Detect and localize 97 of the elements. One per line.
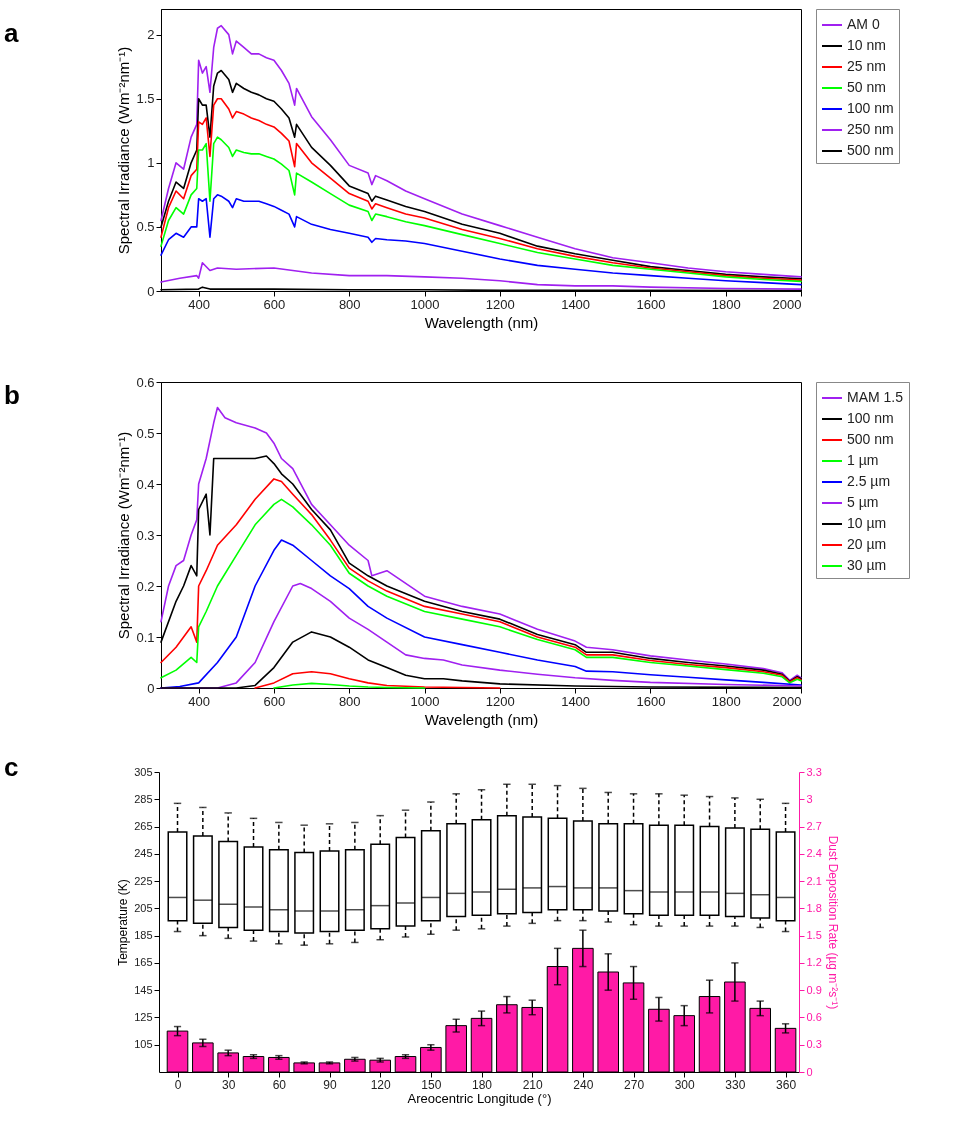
- y-tick-label: 145: [134, 983, 153, 996]
- x-axis-title: Areocentric Longitude (°): [407, 1090, 552, 1106]
- line-series: [160, 136, 802, 283]
- legend-label: 50 nm: [847, 79, 886, 95]
- legend-label: 1 µm: [847, 452, 879, 468]
- x-tick-label: 600: [263, 296, 286, 312]
- x-tick-label: 1600: [636, 296, 666, 312]
- x-tick-label: 330: [725, 1077, 746, 1092]
- y-tick-label: 0.4: [136, 476, 155, 492]
- x-tick-label: 800: [338, 693, 361, 709]
- y2-tick-label: 2.4: [806, 847, 822, 860]
- x-tick-label: 150: [421, 1077, 442, 1092]
- x-tick-label: 600: [263, 693, 286, 709]
- x-tick-label: 1400: [561, 693, 591, 709]
- y-tick-label: 0.6: [136, 374, 155, 390]
- y-tick-label: 205: [134, 901, 153, 914]
- y-tick-label: 1.5: [136, 91, 155, 107]
- y2-tick-label: 2.7: [806, 820, 822, 833]
- y2-tick-label: 1.8: [806, 901, 822, 914]
- y-tick-label: 0.3: [136, 527, 155, 543]
- x-tick-label: 300: [674, 1077, 696, 1092]
- x-tick-label: 1000: [410, 693, 440, 709]
- legend-label: AM 0: [847, 16, 880, 32]
- y-tick-label: 185: [134, 929, 153, 942]
- x-tick-label: 1200: [485, 296, 515, 312]
- legend-label: 100 nm: [847, 100, 894, 116]
- y-tick-label: 0.1: [136, 629, 155, 645]
- y-tick-label: 165: [134, 956, 153, 969]
- legend-label: 500 nm: [847, 431, 894, 447]
- y2-tick-label: 0.3: [806, 1038, 822, 1051]
- y2-tick-label: 3.3: [806, 765, 822, 778]
- legend-label: 30 µm: [847, 557, 887, 573]
- legend-label: 250 nm: [847, 121, 894, 137]
- y-tick-label: 305: [134, 765, 153, 778]
- x-tick-label: 90: [323, 1077, 338, 1092]
- y-tick-label: 0: [147, 680, 155, 696]
- y-tick-label: 125: [134, 1010, 153, 1023]
- y-tick-label: 2: [147, 27, 155, 43]
- x-tick-label: 400: [188, 693, 210, 709]
- line-series: [160, 406, 802, 682]
- legend-label: MAM 1.5: [847, 389, 904, 405]
- y-tick-label: 0.5: [136, 425, 155, 441]
- x-tick-label: 30: [222, 1077, 236, 1092]
- x-tick-label: 800: [338, 296, 361, 312]
- y-tick-label: 0.2: [136, 578, 155, 594]
- y-tick-label: 245: [134, 847, 153, 860]
- x-tick-label: 400: [188, 296, 210, 312]
- x-tick-label: 1800: [711, 693, 741, 709]
- x-tick-label: 270: [624, 1077, 645, 1092]
- y2-tick-label: 3: [806, 792, 813, 805]
- y-tick-label: 225: [134, 874, 153, 887]
- legend-label: 10 nm: [847, 37, 886, 53]
- line-series: [160, 194, 802, 286]
- x-tick-label: 120: [370, 1077, 392, 1092]
- x-tick-label: 1800: [711, 296, 741, 312]
- chart-title: b: [4, 380, 20, 411]
- chart-title: a: [4, 18, 19, 49]
- x-tick-label: 240: [573, 1077, 594, 1092]
- x-tick-label: 2000: [772, 296, 802, 312]
- y2-tick-label: 1.2: [806, 956, 822, 969]
- x-tick-label: 360: [776, 1077, 797, 1092]
- x-tick-label: 0: [174, 1077, 182, 1092]
- x-tick-label: 1000: [410, 296, 440, 312]
- line-series: [160, 24, 802, 278]
- x-axis-title: Wavelength (nm): [424, 313, 539, 331]
- y2-tick-label: 2.1: [806, 874, 822, 887]
- y-tick-label: 0.5: [136, 219, 155, 235]
- x-tick-label: 2000: [772, 693, 802, 709]
- chart-title: c: [4, 752, 19, 783]
- x-tick-label: 210: [522, 1077, 544, 1092]
- y-tick-label: 105: [134, 1038, 153, 1051]
- x-tick-label: 1400: [561, 296, 591, 312]
- legend-label: 5 µm: [847, 494, 879, 510]
- legend-label: 2.5 µm: [847, 473, 891, 489]
- x-axis-title: Wavelength (nm): [424, 710, 539, 728]
- x-tick-label: 1200: [485, 693, 515, 709]
- x-tick-label: 60: [272, 1077, 287, 1092]
- y2-tick-label: 0.6: [806, 1010, 822, 1023]
- legend-label: 100 nm: [847, 410, 894, 426]
- y-axis-title: Spectral Irradiance (Wm⁻²nm⁻¹): [115, 46, 133, 255]
- x-tick-label: 1600: [636, 693, 666, 709]
- legend-label: 20 µm: [847, 536, 887, 552]
- legend-label: 500 nm: [847, 142, 894, 158]
- y2-tick-label: 1.5: [806, 929, 822, 942]
- y2-axis-title: Dust Deposition Rate (µg m⁻²s⁻¹): [825, 835, 840, 1010]
- legend-label: 10 µm: [847, 515, 887, 531]
- line-series: [254, 670, 501, 689]
- y2-tick-label: 0.9: [806, 983, 822, 996]
- y-axis-title: Temperature (K): [116, 879, 131, 966]
- y-tick-label: 285: [134, 792, 153, 805]
- y2-tick-label: 0: [806, 1065, 813, 1078]
- y-tick-label: 0: [147, 283, 155, 299]
- y-tick-label: 1: [147, 155, 155, 171]
- y-tick-label: 265: [134, 820, 153, 833]
- legend-label: 25 nm: [847, 58, 886, 74]
- y-axis-title: Spectral Irradiance (Wm⁻²nm⁻¹): [115, 431, 133, 640]
- x-tick-label: 180: [472, 1077, 493, 1092]
